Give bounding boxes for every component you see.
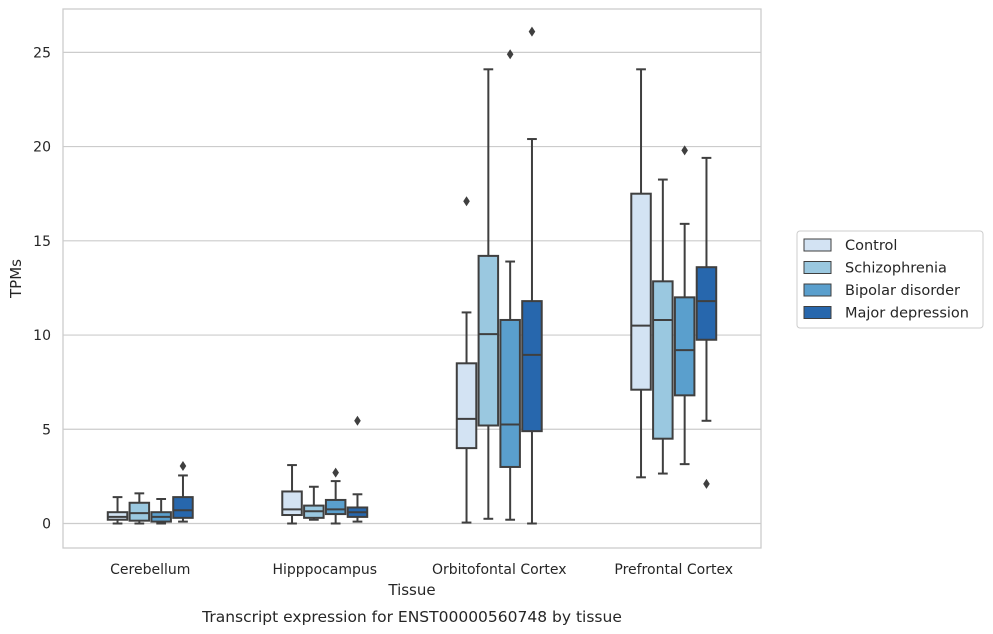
box-rect	[324, 498, 347, 516]
y-axis-ticks: 0 5 10 15 20 25	[33, 45, 51, 532]
box-3-0	[630, 68, 652, 479]
box-2-1	[477, 68, 500, 520]
y-tick-label: 20	[33, 140, 51, 156]
x-tick-label: Cerebellum	[110, 562, 190, 578]
boxes	[106, 26, 718, 525]
outlier-point	[354, 415, 361, 426]
box-rect	[128, 501, 151, 522]
box-rect	[281, 490, 303, 517]
box-2-0	[455, 196, 478, 524]
legend-label: Bipolar disorder	[845, 283, 960, 299]
box-rect	[521, 300, 543, 433]
box-1-3	[346, 415, 369, 523]
box-rect	[477, 254, 500, 427]
legend-label: Control	[845, 238, 897, 254]
box-0-1	[128, 492, 151, 525]
y-tick-label: 5	[42, 422, 51, 438]
x-axis-label: Tissue	[387, 581, 435, 599]
box-2-2	[499, 49, 521, 521]
x-tick-label: Prefrontal Cortex	[614, 562, 733, 578]
outlier-point	[703, 478, 710, 489]
chart-caption: Transcript expression for ENST0000056074…	[201, 608, 622, 626]
grid-lines	[63, 51, 761, 525]
legend-items: Control Schizophrenia Bipolar disorder Majo…	[803, 238, 969, 322]
outlier-point	[506, 49, 514, 60]
legend-swatch	[803, 306, 832, 319]
box-3-1	[652, 178, 674, 475]
y-axis-label: TPMs	[7, 259, 25, 299]
y-tick-label: 15	[33, 234, 51, 250]
legend: Control Schizophrenia Bipolar disorder Majo…	[796, 230, 984, 329]
outlier-point	[681, 145, 688, 156]
y-tick-label: 10	[33, 328, 51, 344]
outlier-point	[528, 26, 536, 37]
legend-label: Major depression	[845, 306, 969, 322]
x-tick-label: Hipppocampus	[272, 562, 377, 578]
outlier-point	[179, 461, 187, 472]
plot-frame	[62, 8, 762, 549]
legend-swatch	[803, 238, 832, 252]
box-0-3	[172, 461, 194, 523]
legend-label: Schizophrenia	[845, 261, 947, 277]
box-1-0	[281, 464, 303, 525]
box-rect	[455, 362, 478, 450]
box-rect	[673, 296, 696, 397]
box-rect	[172, 496, 194, 519]
box-rect	[499, 318, 521, 468]
legend-frame	[796, 230, 984, 329]
box-3-2	[673, 145, 696, 466]
y-tick-label: 25	[33, 45, 51, 61]
legend-swatch	[803, 283, 832, 297]
legend-swatch	[803, 261, 832, 274]
box-3-3	[695, 156, 718, 489]
box-2-3	[521, 26, 543, 525]
box-1-1	[303, 485, 325, 521]
box-1-2	[324, 467, 347, 525]
box-0-2	[150, 498, 172, 525]
outlier-point	[332, 467, 339, 478]
outlier-point	[463, 196, 470, 207]
box-rect	[630, 192, 652, 391]
x-axis-ticks: Cerebellum Hipppocampus Orbitofontal Corte…	[110, 562, 733, 578]
x-tick-label: Orbitofontal Cortex	[432, 562, 567, 578]
box-rect	[652, 280, 674, 440]
y-tick-label: 0	[42, 517, 51, 533]
box-0-0	[106, 496, 129, 525]
box-rect	[695, 266, 718, 341]
